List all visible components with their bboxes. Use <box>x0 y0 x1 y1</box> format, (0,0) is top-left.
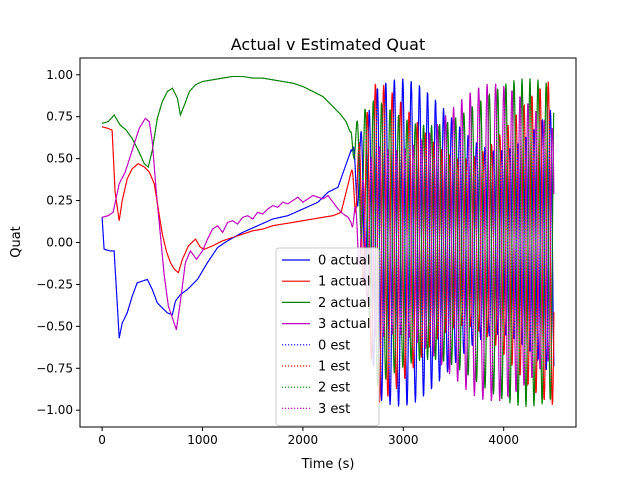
y-tick-label: 0.75 <box>46 110 73 124</box>
y-tick-label: 1.00 <box>46 68 73 82</box>
y-tick-label: −0.25 <box>36 277 73 291</box>
x-axis-label: Time (s) <box>301 457 355 472</box>
y-tick-label: −1.00 <box>36 403 73 417</box>
x-tick-label: 2000 <box>288 433 319 447</box>
legend-label: 1 actual <box>318 275 370 290</box>
legend-label: 2 est <box>318 381 350 396</box>
x-tick-label: 0 <box>98 433 106 447</box>
x-tick-label: 3000 <box>388 433 419 447</box>
legend-box <box>275 247 380 427</box>
y-tick-label: 0.00 <box>46 236 73 250</box>
series-line-2-est <box>101 75 555 407</box>
y-tick-label: −0.50 <box>36 319 73 333</box>
y-tick-label: 0.50 <box>46 152 73 166</box>
legend-label: 3 actual <box>318 317 370 332</box>
x-tick-label: 4000 <box>488 433 519 447</box>
axes: 0 1000 2000 3000 4000 −1.00 −0.75 −0.50 −0.25 0.0… <box>36 57 577 447</box>
y-tick-label: 0.25 <box>46 194 73 208</box>
chart-title: Actual v Estimated Quat <box>231 35 426 54</box>
legend-label: 2 actual <box>318 296 370 311</box>
legend-label: 1 est <box>318 360 350 375</box>
series-line-0-est <box>101 78 555 407</box>
x-tick-label: 1000 <box>187 433 218 447</box>
legend-label: 0 actual <box>318 254 370 269</box>
legend-label: 0 est <box>318 338 350 353</box>
legend-label: 3 est <box>318 402 350 417</box>
y-tick-label: −0.75 <box>36 361 73 375</box>
y-axis-label: Quat <box>9 226 24 258</box>
legend: 0 actual 1 actual 2 actual 3 actual 0 est 1 e… <box>275 247 380 427</box>
